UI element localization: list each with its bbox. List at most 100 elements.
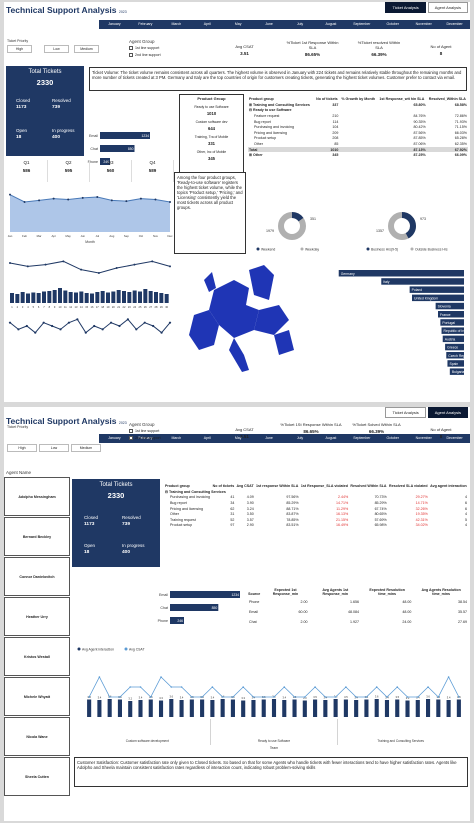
csat-bar[interactable] [313,699,318,718]
hour-bar[interactable] [148,291,153,303]
interaction-point[interactable] [334,696,337,698]
csat-bar[interactable] [169,699,174,717]
interaction-point[interactable] [98,676,101,678]
hour-bar[interactable] [15,294,20,303]
interaction-point[interactable] [304,696,306,698]
agent-item[interactable]: Bernard Beckley [4,517,70,556]
csat-bar[interactable] [189,699,194,718]
country-bar[interactable] [441,327,464,334]
weekday-point[interactable] [169,265,171,268]
area-point[interactable] [169,201,171,203]
csat-bar[interactable] [323,700,328,717]
priority-high-button[interactable]: High [7,444,37,452]
hour-bar[interactable] [90,293,94,304]
country-bar[interactable] [438,311,464,318]
month-september[interactable]: September [353,22,371,26]
hour-bar[interactable] [132,290,137,304]
csat-bar[interactable] [128,701,133,717]
month-may[interactable]: May [234,22,242,26]
weekday-point[interactable] [26,265,29,268]
hour-bar[interactable] [122,291,126,303]
area-point[interactable] [52,197,55,200]
date-point[interactable] [160,331,163,334]
month-november[interactable]: November [415,22,432,26]
hour-bar[interactable] [143,289,148,303]
date-point[interactable] [67,321,71,324]
table-row[interactable]: Other 31 3.50 83.87% 16.13% 80.65% 19.35% 4 [164,511,468,517]
tab-ticket-analysis[interactable]: Ticket Analysis [385,407,426,418]
country-bar[interactable] [381,278,464,285]
weekday-point[interactable] [44,263,47,266]
interaction-point[interactable] [365,696,368,698]
area-point[interactable] [139,197,142,200]
csat-bar[interactable] [282,700,287,717]
country-bar[interactable] [440,319,464,326]
hour-bar[interactable] [79,291,84,304]
interaction-point[interactable] [396,686,399,688]
interaction-point[interactable] [437,696,440,698]
hour-bar[interactable] [52,290,57,303]
table-row[interactable]: Bug report 114 90.35% 71.93% [248,119,468,125]
interaction-point[interactable] [129,686,132,688]
csat-bar[interactable] [395,699,400,718]
interaction-point[interactable] [191,696,193,698]
interaction-point[interactable] [242,686,244,688]
date-point[interactable] [51,324,54,328]
month-may[interactable]: May [234,436,242,440]
weekday-point[interactable] [80,268,83,271]
date-point[interactable] [126,318,129,321]
table-row[interactable]: Product setup 208 87.85% 65.28% [248,136,468,142]
month-august[interactable]: August [325,22,337,26]
date-point[interactable] [25,324,28,328]
month-november[interactable]: November [415,436,432,440]
interaction-point[interactable] [416,696,419,698]
priority-medium-button[interactable]: Medium [74,45,99,53]
area-point[interactable] [125,200,128,203]
agent-item[interactable]: Sheela Cutten [4,757,70,796]
date-point[interactable] [34,331,37,334]
month-december[interactable]: December [446,22,463,26]
hour-bar[interactable] [68,292,73,303]
csat-bar[interactable] [343,699,348,718]
hour-bar[interactable] [26,293,30,304]
channel-bar[interactable] [100,158,110,165]
hour-bar[interactable] [111,291,116,304]
month-december[interactable]: December [446,436,463,440]
interaction-point[interactable] [149,696,152,698]
tab-agent-analysis[interactable]: Agent Analysis [427,2,468,13]
date-point[interactable] [168,321,172,324]
interaction-point[interactable] [458,696,460,698]
interaction-point[interactable] [88,696,90,698]
date-point[interactable] [152,324,155,328]
hour-bar[interactable] [36,293,41,303]
hour-bar[interactable] [63,290,68,304]
donut-slice-a[interactable] [388,212,416,240]
interaction-point[interactable] [314,686,316,688]
csat-bar[interactable] [271,699,277,717]
hour-bar[interactable] [74,292,78,304]
interaction-point[interactable] [273,696,275,698]
hour-bar[interactable] [95,292,100,303]
interaction-point[interactable] [201,696,203,698]
area-point[interactable] [154,198,157,201]
area-point[interactable] [96,196,99,198]
csat-bar[interactable] [261,699,266,718]
product-group-item[interactable]: Custom software dev 644 [183,120,240,131]
hour-bar[interactable] [84,293,89,303]
table-row[interactable]: Pricing and licensing 62 3.24 88.71% 11.29% 6… [164,506,468,512]
csat-bar[interactable] [220,699,225,717]
channel-bar[interactable] [100,145,135,152]
priority-medium-button[interactable]: Medium [71,444,101,452]
area-point[interactable] [81,196,84,199]
csat-bar[interactable] [200,699,205,718]
priority-high-button[interactable]: High [7,45,32,53]
channel-bar[interactable] [170,591,240,598]
csat-bar[interactable] [241,700,246,718]
interaction-point[interactable] [427,686,429,688]
csat-bar[interactable] [333,699,338,717]
interaction-point[interactable] [180,686,183,688]
table-row[interactable]: Chat 2.00 1.927 24.00 27.69 [247,617,469,627]
area-point[interactable] [110,199,113,202]
agent-item[interactable]: Heather Urry [4,597,70,636]
country-bar[interactable] [447,360,464,367]
